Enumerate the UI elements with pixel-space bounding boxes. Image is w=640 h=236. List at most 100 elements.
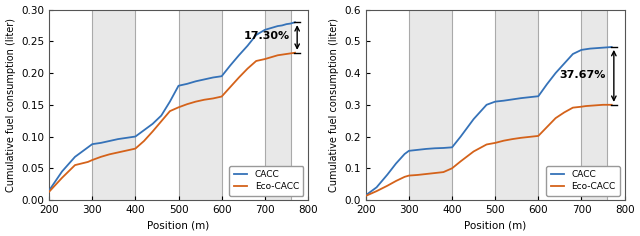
Eco-CACC: [140, 139, 148, 142]
Eco-CACC: [569, 106, 577, 109]
Eco-CACC: [157, 120, 165, 123]
CACC: [448, 146, 456, 149]
Eco-CACC: [526, 135, 534, 138]
Eco-CACC: [71, 164, 79, 167]
CACC: [123, 136, 131, 139]
Eco-CACC: [123, 149, 131, 152]
Eco-CACC: [45, 190, 53, 193]
Eco-CACC: [265, 56, 273, 59]
CACC: [166, 100, 173, 103]
Bar: [582, 9, 607, 200]
CACC: [148, 122, 156, 125]
Eco-CACC: [517, 136, 525, 139]
CACC: [218, 75, 225, 78]
CACC: [106, 139, 113, 142]
Eco-CACC: [166, 110, 173, 113]
Eco-CACC: [132, 147, 140, 150]
Eco-CACC: [261, 58, 269, 60]
Line: Eco-CACC: Eco-CACC: [49, 53, 295, 192]
Eco-CACC: [543, 126, 551, 128]
Eco-CACC: [492, 141, 499, 144]
Eco-CACC: [431, 172, 438, 174]
Eco-CACC: [422, 173, 430, 175]
Text: 17.30%: 17.30%: [243, 31, 289, 41]
CACC: [97, 141, 105, 144]
Bar: [265, 9, 291, 200]
Eco-CACC: [509, 138, 516, 140]
X-axis label: Position (m): Position (m): [464, 220, 526, 230]
CACC: [413, 148, 421, 151]
Eco-CACC: [218, 95, 225, 98]
Eco-CACC: [552, 117, 559, 120]
CACC: [287, 22, 294, 25]
Eco-CACC: [282, 53, 290, 55]
Eco-CACC: [608, 103, 616, 106]
Eco-CACC: [252, 59, 260, 62]
CACC: [552, 72, 559, 75]
Eco-CACC: [578, 105, 586, 108]
CACC: [235, 54, 243, 57]
CACC: [440, 147, 447, 149]
Eco-CACC: [561, 111, 568, 114]
Y-axis label: Cumulative fuel consumption (liter): Cumulative fuel consumption (liter): [6, 18, 15, 192]
CACC: [265, 27, 273, 30]
Eco-CACC: [604, 103, 611, 106]
CACC: [291, 21, 299, 24]
CACC: [543, 83, 551, 86]
Bar: [495, 9, 538, 200]
CACC: [209, 76, 217, 79]
CACC: [582, 48, 589, 51]
Eco-CACC: [183, 103, 191, 105]
Eco-CACC: [599, 103, 607, 106]
Eco-CACC: [88, 159, 96, 161]
Eco-CACC: [227, 86, 234, 88]
CACC: [227, 64, 234, 67]
Eco-CACC: [405, 174, 413, 177]
Eco-CACC: [392, 180, 400, 182]
Eco-CACC: [175, 106, 182, 109]
Eco-CACC: [287, 52, 294, 55]
CACC: [401, 153, 408, 156]
Line: CACC: CACC: [49, 22, 295, 190]
CACC: [457, 135, 465, 138]
CACC: [58, 170, 66, 173]
Text: 37.67%: 37.67%: [559, 70, 605, 80]
CACC: [157, 114, 165, 117]
Eco-CACC: [500, 139, 508, 142]
Line: CACC: CACC: [366, 47, 612, 195]
Eco-CACC: [413, 173, 421, 176]
CACC: [561, 62, 568, 65]
X-axis label: Position (m): Position (m): [147, 220, 210, 230]
Eco-CACC: [362, 194, 370, 197]
CACC: [71, 156, 79, 158]
CACC: [175, 84, 182, 87]
Eco-CACC: [274, 54, 282, 57]
CACC: [244, 44, 252, 47]
Legend: CACC, Eco-CACC: CACC, Eco-CACC: [229, 166, 303, 195]
CACC: [586, 47, 594, 50]
CACC: [183, 82, 191, 85]
CACC: [595, 46, 603, 49]
CACC: [509, 98, 516, 101]
Eco-CACC: [106, 153, 113, 156]
Eco-CACC: [235, 76, 243, 79]
CACC: [269, 26, 277, 29]
CACC: [591, 47, 598, 50]
Eco-CACC: [401, 175, 408, 178]
Eco-CACC: [586, 104, 594, 107]
Eco-CACC: [269, 55, 277, 58]
Eco-CACC: [209, 97, 217, 100]
CACC: [282, 23, 290, 25]
Eco-CACC: [448, 167, 456, 170]
Eco-CACC: [591, 104, 598, 107]
CACC: [383, 173, 391, 176]
Y-axis label: Cumulative fuel consumption (liter): Cumulative fuel consumption (liter): [329, 18, 339, 192]
Eco-CACC: [58, 176, 66, 179]
Bar: [179, 9, 221, 200]
Bar: [409, 9, 452, 200]
CACC: [483, 103, 490, 106]
CACC: [278, 24, 286, 27]
CACC: [500, 99, 508, 102]
CACC: [517, 97, 525, 100]
Eco-CACC: [278, 53, 286, 56]
